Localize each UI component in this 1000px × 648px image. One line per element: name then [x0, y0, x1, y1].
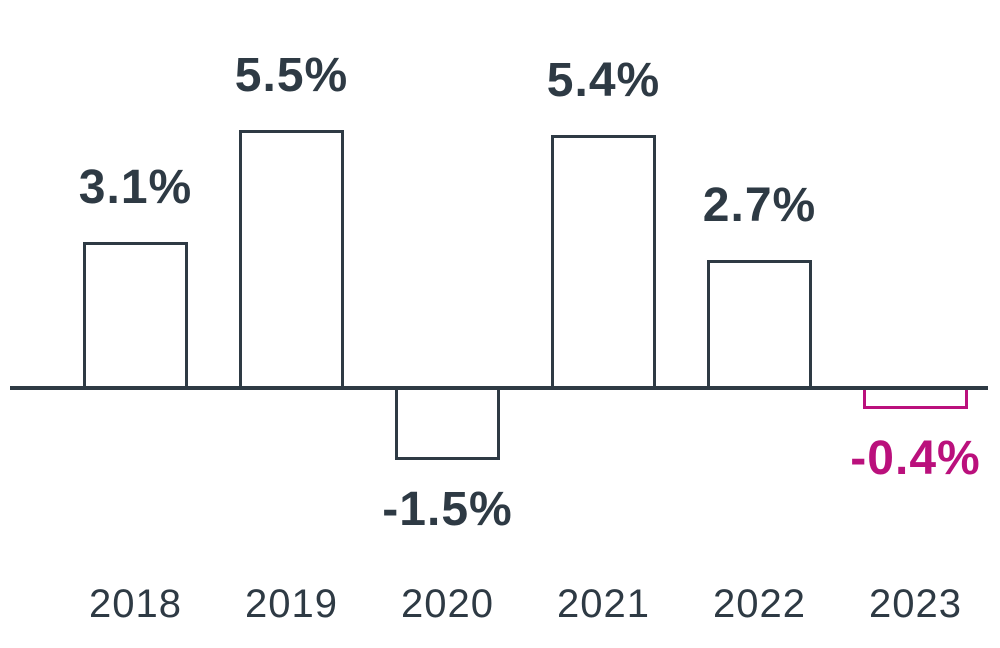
value-label-2021: 5.4% [546, 54, 661, 107]
x-tick-2021: 2021 [557, 582, 650, 626]
bar-2022 [707, 260, 812, 386]
bar-2020 [395, 390, 500, 460]
value-label-2019: 5.5% [234, 49, 349, 102]
bar-2019 [239, 130, 344, 386]
x-tick-2022: 2022 [713, 582, 806, 626]
bar-2018 [83, 242, 188, 386]
bar-2023 [863, 390, 968, 409]
value-label-2023: -0.4% [850, 432, 981, 485]
value-label-2020: -1.5% [382, 483, 513, 536]
x-tick-2018: 2018 [89, 582, 182, 626]
x-tick-2023: 2023 [869, 582, 962, 626]
value-label-2022: 2.7% [702, 179, 817, 232]
x-tick-2019: 2019 [245, 582, 338, 626]
x-axis-baseline [10, 386, 988, 390]
x-tick-2020: 2020 [401, 582, 494, 626]
value-label-2018: 3.1% [78, 161, 193, 214]
bar-2021 [551, 135, 656, 386]
